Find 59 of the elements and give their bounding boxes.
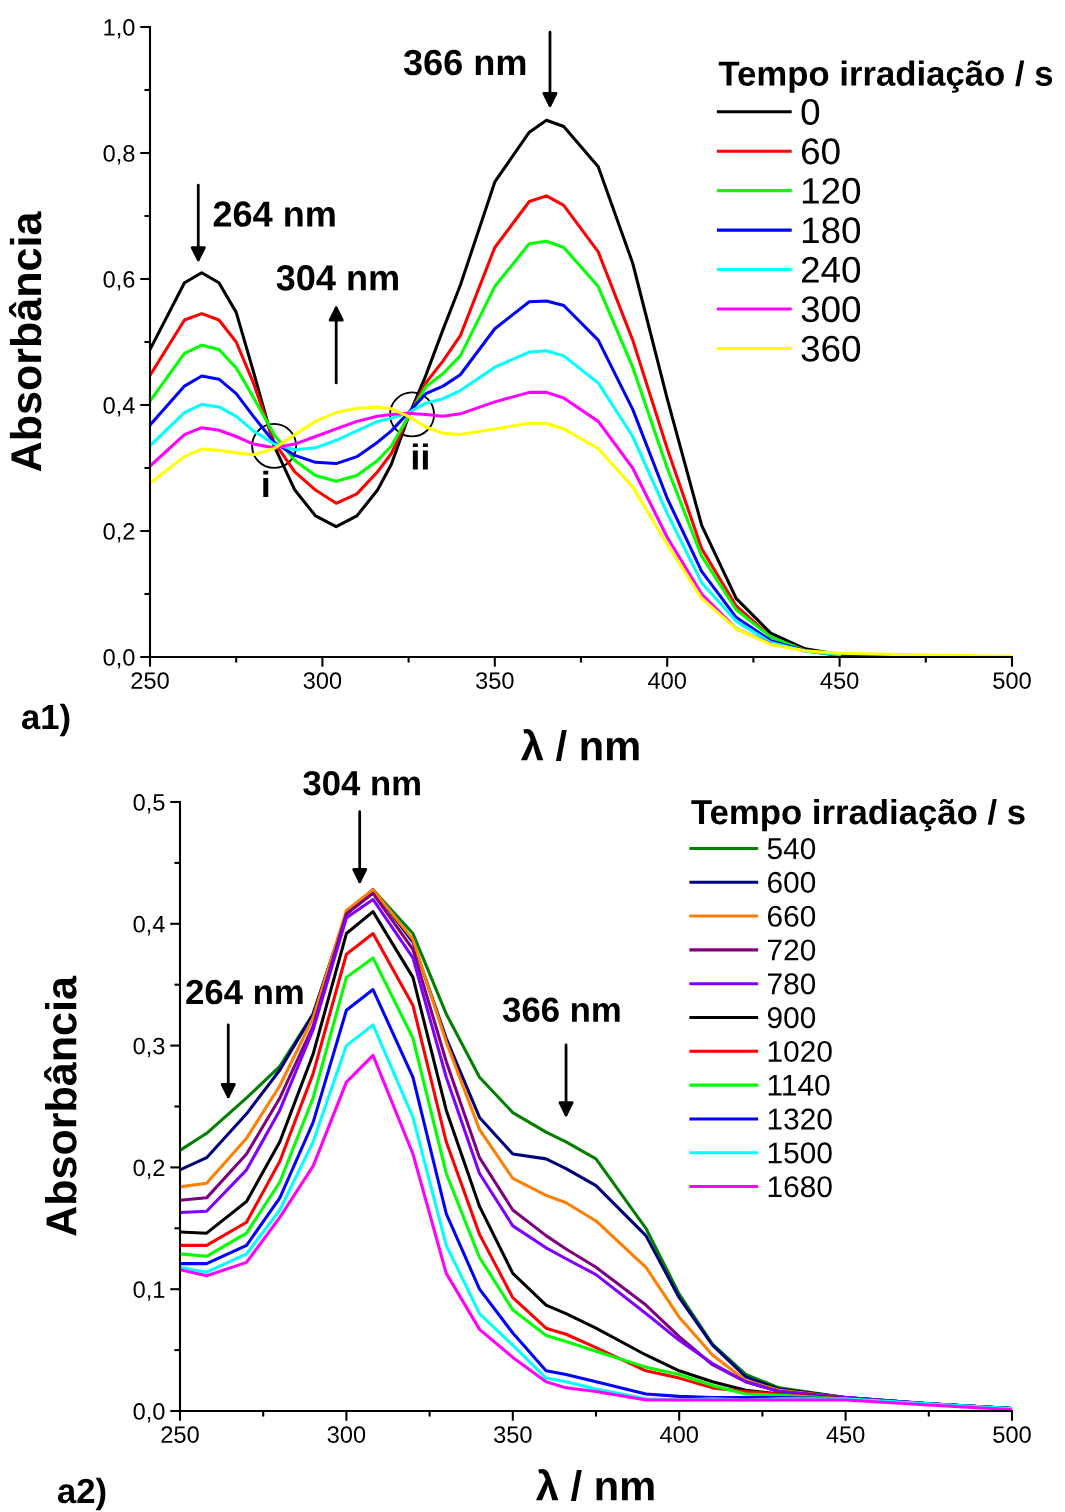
x-axis-title: λ / nm <box>520 729 639 762</box>
legend-label: 120 <box>802 177 861 204</box>
x-tick-label: 400 <box>660 1426 698 1443</box>
text: 304 nm <box>303 770 420 796</box>
text: a2) <box>57 1477 106 1511</box>
legend-label: 540 <box>767 838 816 860</box>
y-tick-label: 0,2 <box>133 1159 165 1179</box>
x-tick-label: 250 <box>161 1426 199 1443</box>
y-tick-label: 0,5 <box>133 794 165 814</box>
x-tick-label: 450 <box>826 1426 865 1443</box>
legend-label: 300 <box>801 296 861 323</box>
x-tick-label: 500 <box>993 672 1031 689</box>
x-tick-label: 250 <box>131 672 169 689</box>
legend-label: 660 <box>768 905 816 927</box>
legend-label: 1500 <box>768 1142 832 1164</box>
legend-label: 60 <box>801 138 840 165</box>
x-tick-label: 450 <box>820 672 859 689</box>
x-tick-label: 300 <box>303 672 342 689</box>
y-axis-title: Absorbância <box>44 975 77 1236</box>
annotation: i <box>263 470 269 497</box>
y-tick-label: 0,0 <box>133 1403 165 1423</box>
y-tick-label: 0,1 <box>133 1281 165 1301</box>
y-tick-label: 0,4 <box>133 915 165 936</box>
x-axis-title: λ / nm <box>535 1469 654 1502</box>
legend-label: 1320 <box>768 1108 832 1130</box>
legend-label: 600 <box>768 871 816 894</box>
legend-label: 1680 <box>768 1176 832 1198</box>
annotation: 304 nm <box>276 265 398 291</box>
legend-title: Tempo irradiação / s <box>691 798 1025 832</box>
annotation: 366 nm <box>403 49 526 76</box>
annotation: 264 nm <box>213 201 335 227</box>
legend-label: 900 <box>767 1007 816 1029</box>
legend-label: 360 <box>801 335 861 362</box>
legend-label: 0 <box>801 98 820 125</box>
line-series <box>150 390 773 646</box>
y-tick-label: 0,6 <box>103 271 135 291</box>
annotation: 264 nm <box>186 979 303 1005</box>
y-tick-label: 0,3 <box>133 1037 165 1058</box>
y-tick-label: 0,0 <box>103 649 135 669</box>
legend-label: 780 <box>768 973 816 995</box>
legend-label: 240 <box>801 256 861 283</box>
x-tick-label: 350 <box>494 1426 532 1443</box>
y-axis-title: Absorbância <box>8 211 42 472</box>
legend-label: 180 <box>802 217 861 244</box>
legend-label: 1020 <box>768 1040 832 1063</box>
annotation: 366 nm <box>502 997 620 1023</box>
annotation: ii <box>412 443 428 470</box>
x-tick-label: 300 <box>327 1426 366 1443</box>
x-tick-label: 400 <box>648 672 686 689</box>
y-tick-label: 0,2 <box>103 523 135 543</box>
x-tick-label: 350 <box>476 672 514 689</box>
legend-title: Tempo irradiação / s <box>718 60 1053 93</box>
y-tick-label: 1,0 <box>104 19 135 39</box>
legend-label: 720 <box>768 939 816 961</box>
y-tick-label: 0,8 <box>103 145 135 165</box>
text: a1) <box>21 703 70 737</box>
x-tick-label: 500 <box>993 1426 1031 1443</box>
legend-label: 1140 <box>768 1074 830 1096</box>
y-tick-label: 0,4 <box>103 397 135 417</box>
